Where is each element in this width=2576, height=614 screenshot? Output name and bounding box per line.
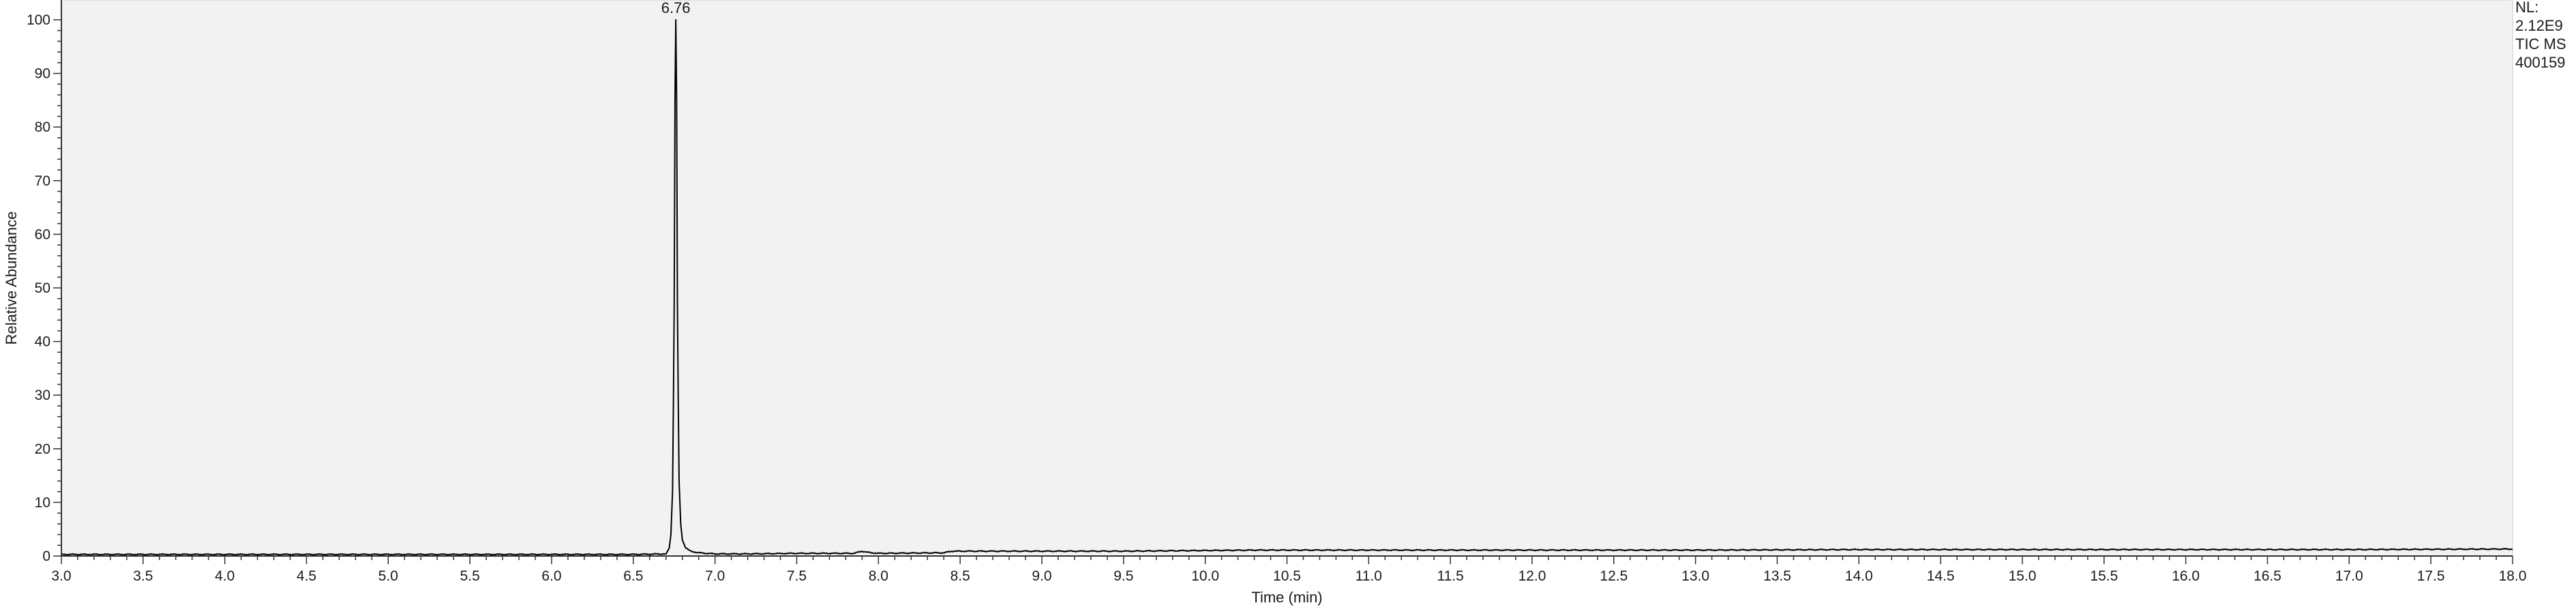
x-tick-label: 12.0 xyxy=(1518,568,1546,584)
y-tick-label: 80 xyxy=(35,119,50,135)
x-tick-label: 5.0 xyxy=(378,568,398,584)
x-tick-label: 10.0 xyxy=(1191,568,1219,584)
y-tick-label: 10 xyxy=(35,495,50,510)
peak-labels: 6.76 xyxy=(661,0,691,16)
x-tick-label: 12.5 xyxy=(1600,568,1628,584)
x-tick-label: 17.0 xyxy=(2335,568,2363,584)
tic-trace-line xyxy=(61,19,2513,556)
x-tick-label: 7.0 xyxy=(705,568,725,584)
x-tick-label: 11.5 xyxy=(1437,568,1464,584)
x-tick-label: 15.5 xyxy=(2090,568,2118,584)
info-scan-type: TIC MS xyxy=(2515,35,2566,53)
peak-label: 6.76 xyxy=(661,0,691,16)
x-tick-label: 3.0 xyxy=(51,568,71,584)
x-tick-label: 16.0 xyxy=(2172,568,2200,584)
x-tick-label: 13.0 xyxy=(1681,568,1709,584)
y-tick-label: 60 xyxy=(35,226,50,242)
x-tick-label: 10.5 xyxy=(1273,568,1301,584)
x-tick-label: 6.0 xyxy=(541,568,561,584)
x-tick-label: 6.5 xyxy=(623,568,643,584)
y-tick-label: 50 xyxy=(35,280,50,296)
y-tick-label: 90 xyxy=(35,66,50,82)
x-axis-ticks: 3.0 3.5 4.0 4.5 5.0 5.5 6.0 6.5 7.0 7.5 8.0 8.5 9.0 9… xyxy=(51,556,2526,584)
x-tick-label: 11.0 xyxy=(1356,568,1382,584)
y-tick-label: 100 xyxy=(27,12,50,28)
x-tick-label: 4.5 xyxy=(297,568,316,584)
x-tick-label: 14.5 xyxy=(1927,568,1955,584)
x-tick-label: 17.5 xyxy=(2417,568,2445,584)
x-tick-label: 8.5 xyxy=(950,568,970,584)
x-tick-label: 16.5 xyxy=(2253,568,2281,584)
info-nl-label: NL: xyxy=(2515,0,2538,16)
x-tick-label: 5.5 xyxy=(460,568,480,584)
x-tick-label: 8.0 xyxy=(869,568,888,584)
y-tick-label: 40 xyxy=(35,334,50,350)
x-tick-label: 9.0 xyxy=(1032,568,1051,584)
y-tick-label: 30 xyxy=(35,388,50,403)
y-tick-label: 0 xyxy=(42,549,50,564)
x-tick-label: 13.5 xyxy=(1763,568,1791,584)
x-tick-label: 7.5 xyxy=(787,568,807,584)
y-axis-label: Relative Abundance xyxy=(3,211,20,345)
info-file-id: 400159 xyxy=(2515,54,2565,71)
y-tick-label: 20 xyxy=(35,441,50,457)
x-tick-label: 4.0 xyxy=(215,568,235,584)
x-axis-label: Time (min) xyxy=(1251,589,1322,606)
info-nl-value: 2.12E9 xyxy=(2515,17,2563,34)
x-tick-label: 3.5 xyxy=(133,568,153,584)
x-tick-label: 18.0 xyxy=(2499,568,2527,584)
x-tick-label: 15.0 xyxy=(2009,568,2037,584)
info-block: NL: 2.12E9 TIC MS 400159 xyxy=(2515,0,2566,71)
y-tick-label: 70 xyxy=(35,173,50,189)
plot-area xyxy=(61,0,2513,557)
x-tick-label: 14.0 xyxy=(1845,568,1873,584)
y-axis-ticks: 0 10 20 30 40 50 60 70 80 90 100 xyxy=(27,12,61,564)
x-tick-label: 9.5 xyxy=(1113,568,1133,584)
